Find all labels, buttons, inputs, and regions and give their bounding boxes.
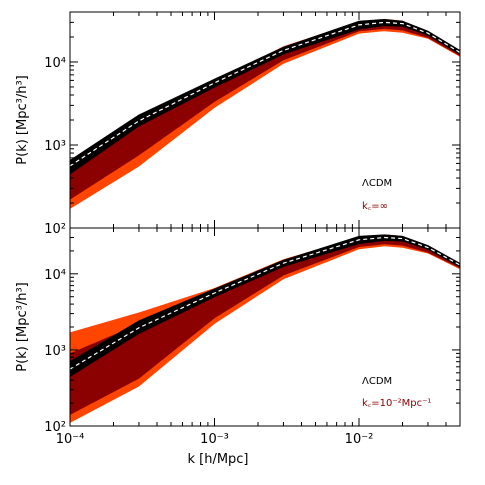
- annotation: k꜀=10⁻²Mpc⁻¹: [362, 398, 431, 409]
- y-tick-label: 10⁴: [44, 268, 66, 283]
- annotation: k꜀=∞: [362, 201, 388, 212]
- y-axis-label: P(k) [Mpc³/h³]: [15, 282, 30, 371]
- x-tick-label: 10⁻³: [200, 432, 229, 447]
- x-tick-label: 10⁻⁴: [56, 432, 85, 447]
- panel-bottom: 10² 10³ 10⁴ 10⁻⁴ 10⁻³ 10⁻² P(k) [Mpc³/h³] ΛCDM k…: [15, 227, 461, 447]
- band-outer-band: [70, 18, 460, 209]
- annotation: ΛCDM: [362, 178, 392, 189]
- y-tick-label: 10²: [44, 222, 66, 237]
- annotation: ΛCDM: [362, 376, 392, 387]
- band-edge-lower: [70, 24, 460, 175]
- x-tick-label: 10⁻²: [345, 432, 374, 447]
- model-line: [70, 236, 460, 370]
- y-tick-label: 10⁴: [44, 56, 66, 71]
- x-axis-label: k [h/Mpc]: [187, 452, 248, 467]
- band-edge-upper: [70, 234, 460, 363]
- panel-top: 10² 10³ 10⁴ P(k) [Mpc³/h³] ΛCDM k꜀=∞: [15, 11, 461, 237]
- plot-frame: [69, 11, 461, 229]
- band-edge-lower: [70, 239, 460, 377]
- y-tick-label: 10³: [44, 139, 66, 154]
- y-tick-label: 10²: [44, 420, 66, 435]
- model-line: [70, 21, 460, 167]
- y-tick-label: 10³: [44, 344, 66, 359]
- band-edge-upper: [70, 18, 460, 161]
- y-axis-label: P(k) [Mpc³/h³]: [15, 75, 30, 164]
